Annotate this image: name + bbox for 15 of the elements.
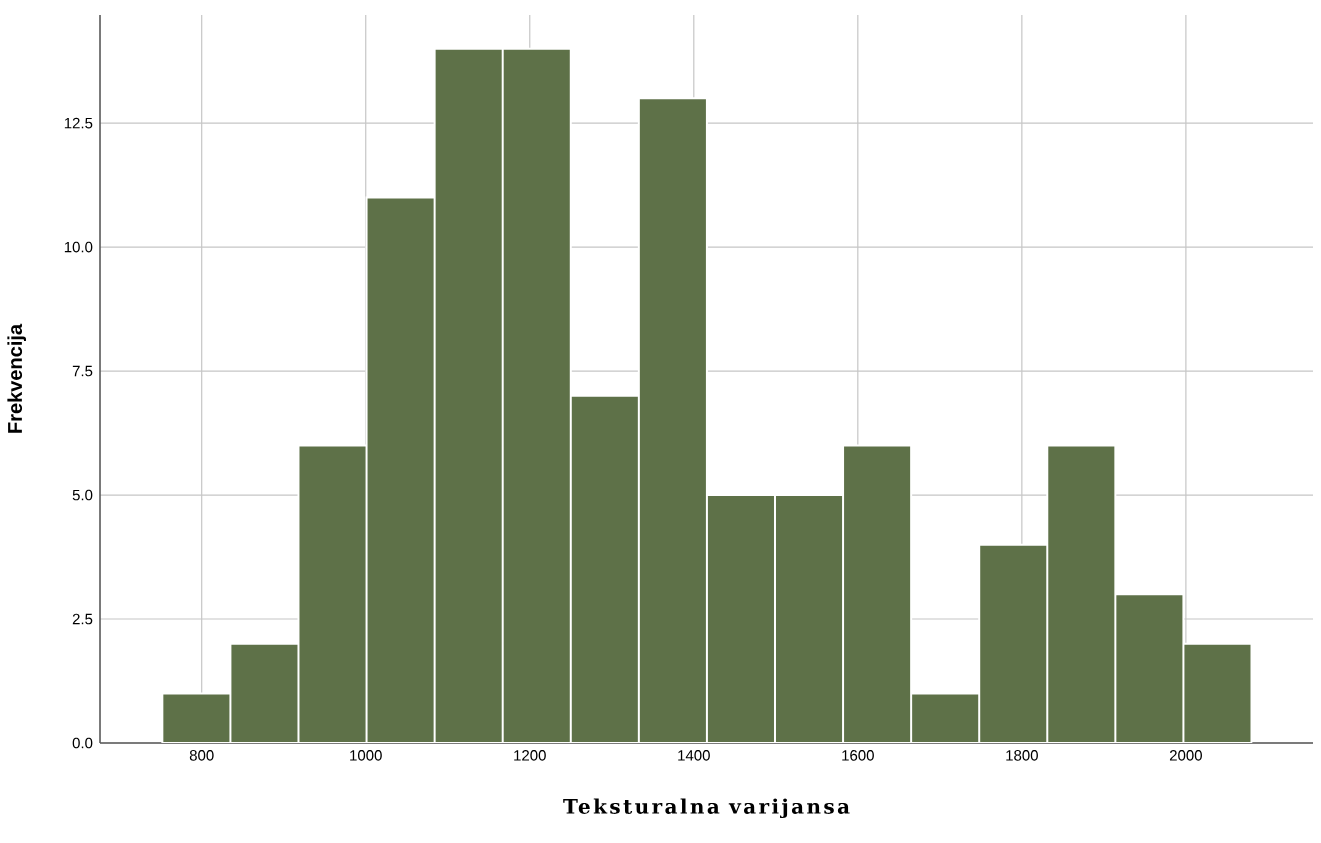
x-tick-label: 1400 xyxy=(678,750,710,761)
x-tick-label: 1200 xyxy=(514,750,546,761)
x-tick-label: 2000 xyxy=(1169,750,1202,761)
x-tick-label: 1000 xyxy=(350,750,382,761)
x-tick-label: 1600 xyxy=(842,750,874,761)
y-tick-label: 5.0 xyxy=(72,489,93,501)
y-tick-label: 2.5 xyxy=(72,613,93,625)
x-tick-label: 800 xyxy=(189,750,214,761)
y-axis-title: Frekvencija xyxy=(7,323,27,433)
y-tick-label: 10.0 xyxy=(64,241,93,253)
x-tick-label: 1800 xyxy=(1006,750,1038,761)
x-axis-title: Teksturalna varijansa xyxy=(563,798,850,819)
y-tick-label: 7.5 xyxy=(72,365,93,377)
y-tick-label: 12.5 xyxy=(64,117,93,129)
y-tick-label: 0.0 xyxy=(72,737,93,749)
